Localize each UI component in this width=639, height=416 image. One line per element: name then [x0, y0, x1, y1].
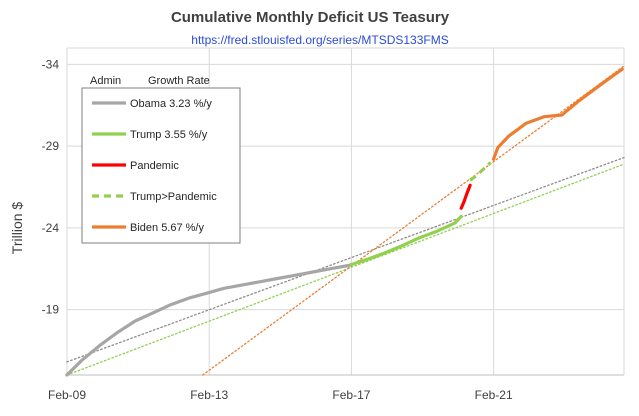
series-line: [459, 183, 472, 210]
series-line: [491, 67, 624, 161]
legend-label: Obama 3.23 %/y: [130, 98, 212, 110]
x-tick-label: Feb-17: [332, 388, 370, 402]
legend-label: Pandemic: [130, 160, 179, 172]
legend-label: Trump>Pandemic: [130, 191, 217, 203]
axis-layer: -19 -24 -29 -34 Feb-09 Feb-13 Feb-17 Feb-21: [42, 57, 624, 402]
legend-header-admin: Admin: [90, 75, 121, 87]
y-tick-label: -19: [42, 303, 60, 317]
y-tick-label: -34: [42, 57, 60, 71]
legend: Admin Growth Rate Obama 3.23 %/y Trump 3.…: [81, 75, 241, 244]
series-layer: [65, 67, 624, 377]
trendline: [202, 65, 625, 376]
x-tick-label: Feb-13: [190, 388, 228, 402]
series-line: [469, 161, 492, 182]
chart-title: Cumulative Monthly Deficit US Teasury: [171, 9, 450, 26]
series-line: [349, 214, 463, 267]
y-axis-label: Trillion $: [9, 202, 25, 255]
x-tick-label: Feb-21: [475, 388, 513, 402]
x-tick-label: Feb-09: [48, 388, 86, 402]
chart-subtitle: https://fred.stlouisfed.org/series/MTSDS…: [191, 33, 448, 47]
legend-label: Biden 5.67 %/y: [130, 222, 204, 234]
trendline: [66, 156, 625, 363]
trendline-layer: [66, 65, 625, 376]
legend-items: Obama 3.23 %/y Trump 3.55 %/y Pandemic Trum…: [92, 98, 217, 234]
y-tick-label: -29: [42, 139, 60, 153]
series-line: [65, 263, 353, 377]
y-tick-label: -24: [42, 221, 60, 235]
legend-header-growth-rate: Growth Rate: [148, 75, 210, 87]
legend-label: Trump 3.55 %/y: [130, 129, 208, 141]
